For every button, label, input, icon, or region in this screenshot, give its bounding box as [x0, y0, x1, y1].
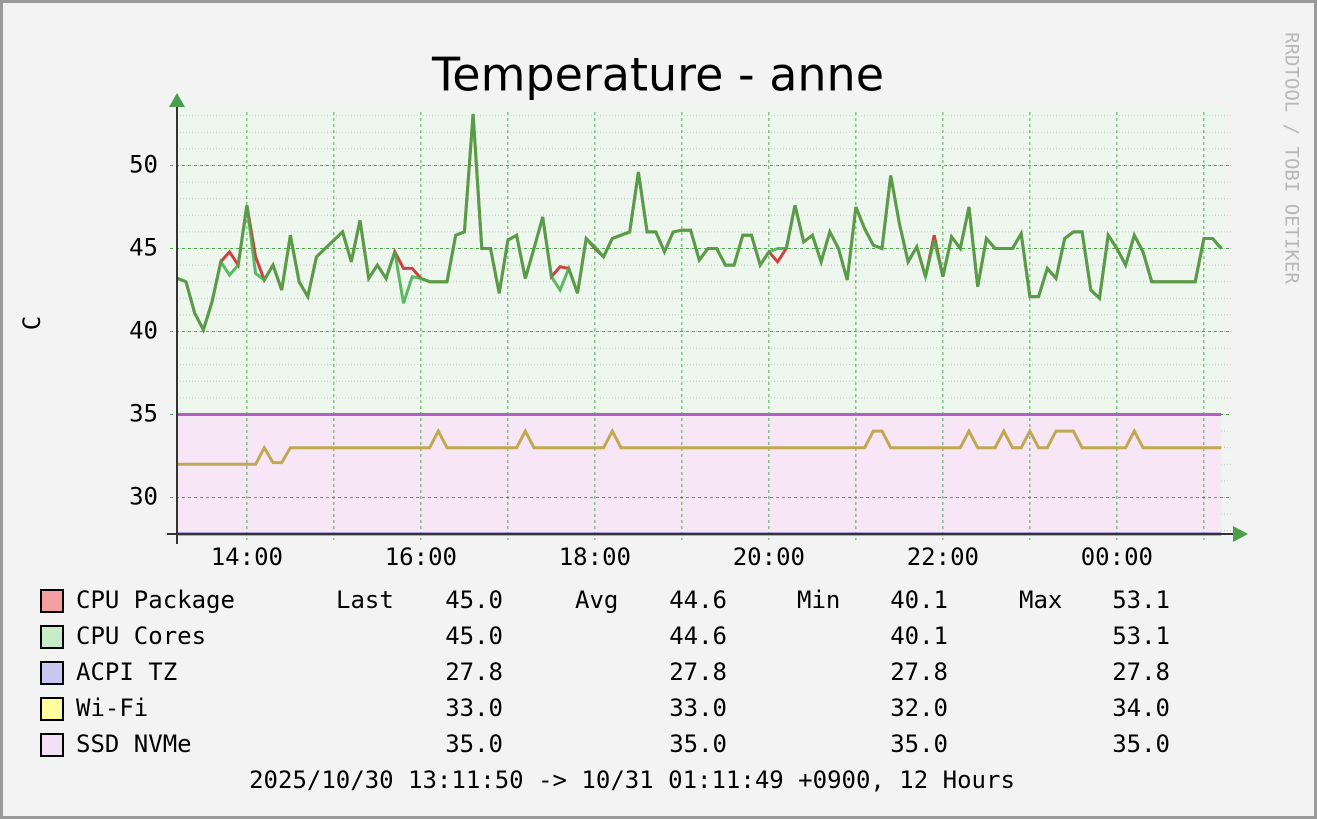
footer: 2025/10/30 13:11:50 -> 10/31 01:11:49 +0… [249, 766, 1015, 794]
legend-label: CPU Cores [76, 622, 206, 650]
legend-header: Max [1019, 586, 1062, 614]
legend-label: CPU Package [76, 586, 235, 614]
legend-value: 27.8 [445, 658, 503, 686]
legend-label: SSD NVMe [76, 730, 192, 758]
legend-value: 44.6 [669, 622, 727, 650]
legend-header: Min [797, 586, 840, 614]
legend-value: 53.1 [1112, 586, 1170, 614]
legend-label: Wi-Fi [76, 694, 148, 722]
legend-value: 33.0 [445, 694, 503, 722]
y-tick-label: 35 [129, 399, 158, 427]
legend-value: 40.1 [890, 586, 948, 614]
y-tick-label: 30 [129, 482, 158, 510]
legend-value: 27.8 [890, 658, 948, 686]
legend-swatch [40, 625, 64, 649]
legend-value: 35.0 [890, 730, 948, 758]
legend-value: 35.0 [445, 730, 503, 758]
legend-value: 27.8 [669, 658, 727, 686]
legend-value: 27.8 [1112, 658, 1170, 686]
x-tick-label: 20:00 [733, 543, 805, 571]
legend-swatch [40, 589, 64, 613]
legend-swatch [40, 661, 64, 685]
y-tick-label: 40 [129, 316, 158, 344]
area [177, 414, 1222, 534]
legend-value: 45.0 [445, 622, 503, 650]
watermark: RRDTOOL / TOBI OETIKER [1281, 32, 1303, 284]
chart-title: Temperature - anne [431, 48, 884, 102]
line [177, 427, 1222, 466]
legend-value: 53.1 [1112, 622, 1170, 650]
x-tick-label: 22:00 [907, 543, 979, 571]
legend-swatch [40, 733, 64, 757]
legend-value: 34.0 [1112, 694, 1170, 722]
y-axis-label: C [18, 316, 46, 330]
legend-value: 40.1 [890, 622, 948, 650]
y-tick-label: 50 [129, 150, 158, 178]
legend-header: Avg [575, 586, 618, 614]
legend-value: 35.0 [669, 730, 727, 758]
y-tick-label: 45 [129, 233, 158, 261]
legend-header: Last [336, 586, 394, 614]
legend-value: 45.0 [445, 586, 503, 614]
legend-value: 33.0 [669, 694, 727, 722]
x-tick-label: 18:00 [559, 543, 631, 571]
x-axis-arrow [1233, 526, 1248, 542]
legend-value: 35.0 [1112, 730, 1170, 758]
x-tick-label: 16:00 [385, 543, 457, 571]
legend-swatch [40, 697, 64, 721]
legend-label: ACPI TZ [76, 658, 177, 686]
legend-value: 32.0 [890, 694, 948, 722]
legend-value: 44.6 [669, 586, 727, 614]
y-axis-arrow [169, 93, 185, 107]
x-tick-label: 14:00 [211, 543, 283, 571]
line [176, 113, 1223, 334]
x-tick-label: 00:00 [1081, 543, 1153, 571]
